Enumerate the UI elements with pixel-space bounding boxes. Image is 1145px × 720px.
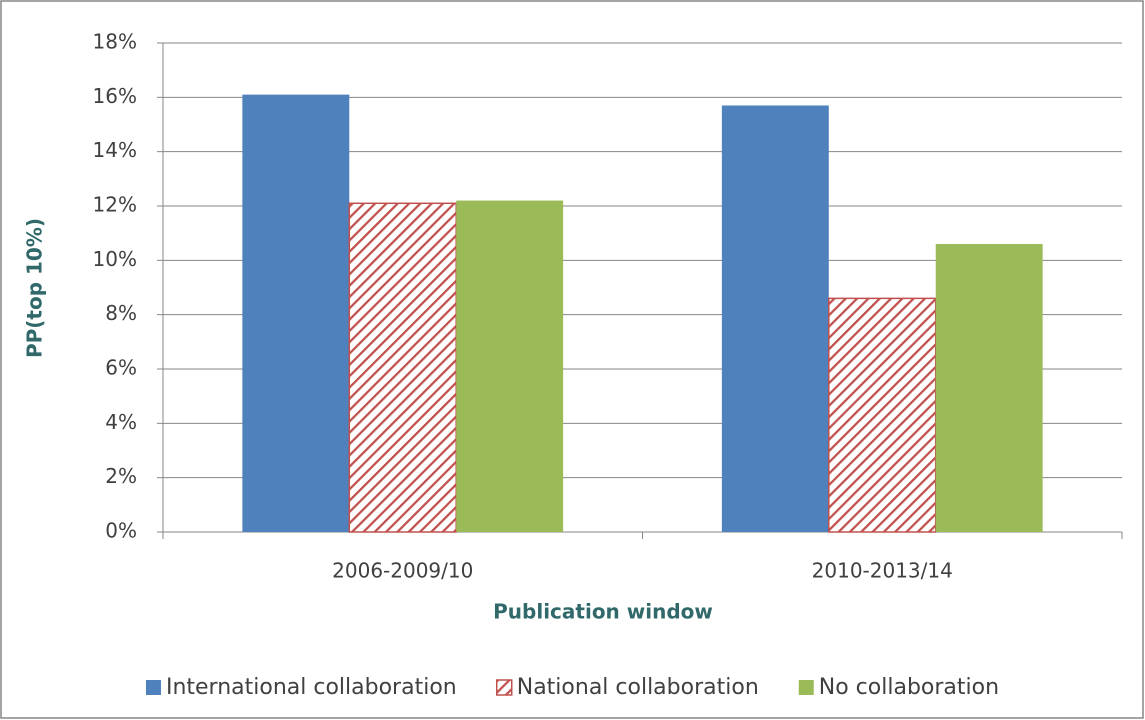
y-tick-label: 6%	[105, 356, 137, 380]
y-tick-label: 0%	[105, 519, 137, 543]
bar	[456, 200, 564, 533]
y-tick-label: 16%	[93, 84, 137, 108]
y-axis-title: PP(top 10%)	[23, 218, 47, 358]
bar	[828, 297, 937, 533]
y-tick-label: 18%	[93, 30, 137, 54]
x-tick-label: 2010-2013/14	[812, 559, 953, 583]
bar	[348, 202, 457, 533]
legend-swatch	[145, 680, 161, 695]
legend-swatch	[495, 679, 513, 696]
legend-label: No collaboration	[819, 675, 999, 700]
x-axis-title: Publication window	[493, 600, 713, 624]
y-tick-label: 4%	[105, 410, 137, 434]
legend-label: National collaboration	[517, 675, 759, 700]
y-tick-label: 14%	[93, 138, 137, 162]
bar	[721, 105, 829, 532]
legend-label: International collaboration	[166, 675, 457, 700]
x-tick-label: 2006-2009/10	[332, 559, 473, 583]
y-tick-label: 2%	[105, 464, 137, 488]
bar	[935, 244, 1043, 533]
y-tick-label: 8%	[105, 301, 137, 325]
y-tick-label: 10%	[93, 247, 137, 271]
bar	[242, 94, 350, 532]
y-tick-label: 12%	[93, 193, 137, 217]
legend-swatch	[798, 680, 814, 695]
